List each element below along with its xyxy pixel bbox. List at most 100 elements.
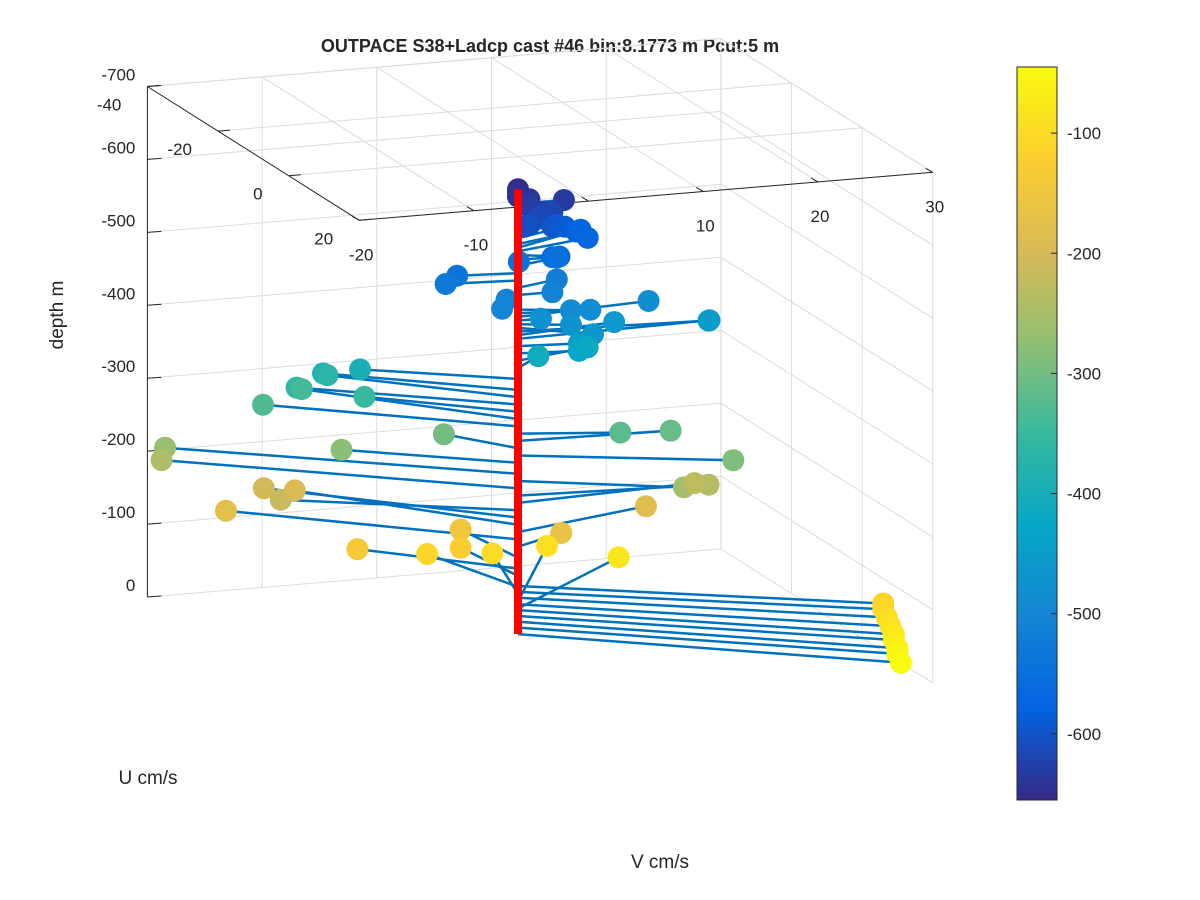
z-tick-label: -400 — [101, 284, 135, 303]
data-point — [449, 536, 472, 559]
data-point — [536, 534, 559, 557]
y-tick-mark — [696, 187, 704, 192]
velocity-stick — [517, 603, 891, 628]
data-point — [722, 449, 745, 472]
x-tick-mark — [288, 174, 301, 177]
data-point — [698, 309, 721, 332]
velocity-stick — [301, 387, 519, 421]
y-tick-label: -10 — [464, 236, 489, 255]
y-tick-mark — [466, 206, 475, 212]
grid-line — [720, 329, 933, 465]
z-tick-label: -100 — [101, 503, 135, 522]
data-point — [481, 542, 504, 565]
grid-line — [720, 402, 933, 538]
grid-line — [720, 183, 933, 319]
data-point — [432, 423, 455, 446]
velocity-stick — [357, 547, 519, 570]
data-point — [214, 499, 237, 522]
x-tick-mark — [359, 218, 372, 221]
colorbar: -100 -200 -300 -400 -500 -600 — [1016, 66, 1101, 801]
grid — [146, 37, 934, 684]
z-tick-label: 0 — [126, 576, 135, 595]
velocity-stick — [517, 626, 898, 656]
x-tick-mark — [147, 84, 160, 87]
data-point — [290, 378, 313, 401]
y-axis-line — [359, 171, 933, 221]
z-tick-mark — [147, 157, 162, 160]
data-point — [330, 438, 353, 461]
data-point — [609, 421, 632, 444]
x-tick-label: 20 — [314, 229, 333, 248]
z-axis-label: depth m — [47, 281, 68, 350]
chart-title: OUTPACE S38+Ladcp cast #46 bin:8.1773 m … — [321, 36, 779, 56]
colorbar-tick-label: -200 — [1067, 244, 1101, 263]
z-tick-label: -300 — [101, 357, 135, 376]
data-point — [579, 298, 602, 321]
data-point — [349, 358, 372, 381]
data-point — [637, 289, 660, 312]
y-tick-label: 30 — [925, 197, 944, 216]
y-tick-label: -20 — [349, 245, 374, 264]
colorbar-ticks: -100 -200 -300 -400 -500 -600 — [1051, 124, 1101, 744]
data-point — [576, 226, 599, 249]
velocity-stick — [517, 504, 647, 534]
velocity-stick — [443, 432, 519, 450]
data-point — [527, 345, 550, 368]
y-tick-mark — [925, 167, 933, 173]
data-point — [346, 538, 369, 561]
data-point — [416, 542, 439, 565]
velocity-stick — [364, 395, 519, 413]
grid-line — [605, 47, 819, 183]
data-point — [545, 246, 568, 269]
data-point — [252, 477, 275, 500]
data-point — [353, 385, 376, 408]
x-tick-label: -20 — [167, 140, 192, 159]
velocity-stick — [517, 479, 684, 489]
velocity-stick — [263, 487, 519, 519]
data-point — [683, 472, 706, 495]
velocity-stick — [341, 448, 519, 465]
z-tick-mark — [147, 230, 162, 233]
velocity-stick — [517, 556, 620, 610]
velocity-stick — [296, 386, 519, 406]
data-point — [634, 495, 657, 518]
grid-line — [147, 402, 721, 452]
grid-line — [147, 329, 721, 379]
grid-line — [147, 256, 721, 306]
y-tick-mark — [351, 215, 360, 221]
data-point — [529, 307, 552, 330]
velocity-stick — [517, 632, 902, 664]
data-point — [449, 518, 472, 541]
data-point — [889, 651, 912, 674]
data-point — [559, 313, 582, 336]
x-tick-mark — [217, 129, 231, 132]
z-tick-label: -500 — [101, 211, 135, 230]
y-tick-label: 10 — [696, 216, 715, 235]
velocity-stick — [517, 584, 884, 605]
data-point — [150, 449, 173, 472]
grid-line — [720, 38, 933, 173]
data-point — [659, 419, 682, 442]
grid-line — [261, 76, 475, 212]
velocity-stick — [517, 608, 894, 636]
grid-line — [147, 37, 721, 87]
grid-line — [376, 66, 589, 202]
grid-line — [147, 183, 721, 233]
data-point — [491, 297, 514, 320]
data-point — [316, 364, 339, 387]
colorbar-tick-label: -300 — [1067, 364, 1101, 383]
z-tick-mark — [147, 595, 162, 598]
x-tick-label: -40 — [97, 95, 122, 114]
y-tick-mark — [810, 177, 819, 183]
velocity-stick — [517, 614, 894, 642]
y-tick-mark — [581, 196, 589, 202]
velocity-stick — [225, 509, 519, 541]
velocity-stick — [517, 431, 621, 435]
axes — [146, 84, 933, 598]
velocity-stick — [161, 458, 519, 490]
velocity-stick — [359, 368, 519, 381]
y-tick-label: 20 — [811, 207, 830, 226]
grid-line — [720, 110, 933, 246]
data-point — [550, 521, 573, 544]
